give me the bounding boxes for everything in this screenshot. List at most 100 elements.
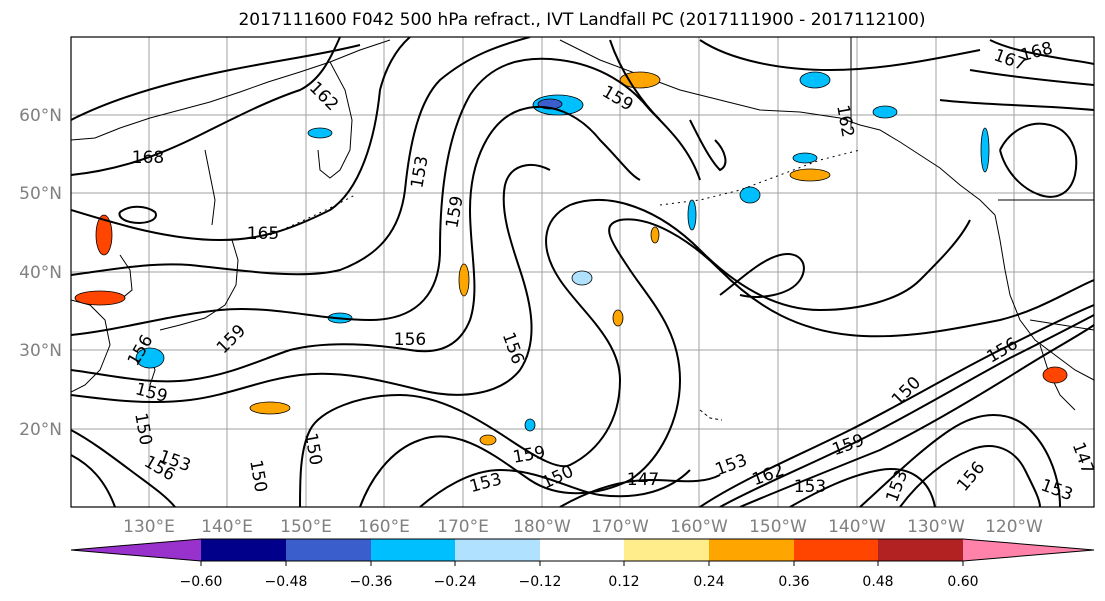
colorbar-tick-label: 0.48 bbox=[862, 574, 893, 590]
lon-label: 150°W bbox=[749, 517, 807, 537]
negative-patch bbox=[307, 127, 333, 139]
coastline-north-america bbox=[994, 214, 1094, 381]
lon-label: 160°W bbox=[670, 517, 728, 537]
colorbar-segment bbox=[371, 539, 455, 561]
lon-label: 160°E bbox=[358, 517, 410, 537]
latitude-labels: 60°N 50°N 40°N 30°N 20°N bbox=[19, 106, 62, 440]
contour-line bbox=[939, 99, 1094, 111]
contour-lines bbox=[71, 37, 1094, 507]
contour-line bbox=[559, 474, 721, 507]
negative-patch bbox=[799, 71, 831, 89]
coastline-aleutians bbox=[659, 149, 861, 206]
negative-patch bbox=[739, 186, 761, 204]
colorbar-extend-min bbox=[71, 539, 202, 561]
lon-label: 180°W bbox=[513, 517, 571, 537]
contour-line bbox=[71, 429, 176, 507]
contour-line bbox=[71, 37, 531, 276]
colorbar-tick-label: −0.60 bbox=[180, 574, 223, 590]
lon-label: 140°E bbox=[201, 517, 253, 537]
positive-patch bbox=[1042, 366, 1068, 384]
lon-label: 120°W bbox=[985, 517, 1043, 537]
negative-patch bbox=[571, 270, 593, 286]
contour-line bbox=[71, 37, 341, 176]
contour-line bbox=[689, 119, 727, 172]
colorbar-tick-label: 0.24 bbox=[693, 574, 724, 590]
contour-line bbox=[859, 414, 1061, 507]
coastline-hawaii bbox=[699, 409, 723, 421]
colorbar-tick-labels: −0.60 −0.48 −0.36 −0.24 −0.12 0.12 0.24 … bbox=[180, 574, 979, 590]
shaded-anomalies bbox=[74, 71, 1068, 446]
contour-label: 156 bbox=[394, 330, 426, 350]
colorbar-segment bbox=[794, 539, 878, 561]
negative-patch bbox=[687, 199, 697, 231]
lon-label: 130°W bbox=[907, 517, 965, 537]
negative-patch bbox=[980, 127, 990, 173]
coastline-sakhalin bbox=[204, 149, 216, 226]
positive-patch bbox=[249, 401, 291, 415]
contour-label: 147 bbox=[627, 470, 659, 490]
coastline-kamchatka bbox=[317, 61, 353, 179]
figure-title: 2017111600 F042 500 hPa refract., IVT La… bbox=[238, 10, 925, 30]
lat-label: 30°N bbox=[19, 341, 62, 361]
coastline-kurils bbox=[269, 194, 356, 236]
lon-label: 140°W bbox=[828, 517, 886, 537]
colorbar-tick-label: 0.12 bbox=[608, 574, 639, 590]
colorbar-tick-label: −0.36 bbox=[350, 574, 393, 590]
colorbar-segments bbox=[70, 538, 1095, 562]
colorbar: −0.60 −0.48 −0.36 −0.24 −0.12 0.12 0.24 … bbox=[70, 538, 1095, 590]
positive-patch bbox=[458, 263, 470, 297]
lat-label: 20°N bbox=[19, 420, 62, 440]
contour-label: 168 bbox=[132, 148, 164, 168]
lat-label: 60°N bbox=[19, 106, 62, 126]
colorbar-tick-label: 0.36 bbox=[778, 574, 809, 590]
colorbar-ticks bbox=[200, 561, 964, 566]
coastline-asia bbox=[71, 39, 391, 141]
colorbar-tick-label: −0.12 bbox=[519, 574, 562, 590]
colorbar-segment bbox=[878, 539, 963, 561]
contour-line bbox=[71, 105, 641, 383]
positive-patch bbox=[789, 168, 831, 182]
longitude-labels: 130°E 140°E 150°E 160°E 170°E 180°W 170°… bbox=[123, 517, 1043, 537]
coastline-china bbox=[71, 299, 111, 393]
positive-patch bbox=[95, 214, 113, 256]
positive-patch bbox=[619, 71, 661, 89]
colorbar-extend-max bbox=[963, 539, 1094, 561]
colorbar-tick-label: −0.24 bbox=[434, 574, 477, 590]
contour-line bbox=[719, 314, 1094, 507]
contour-line bbox=[71, 57, 701, 336]
map-frame bbox=[70, 36, 1095, 508]
colorbar-segment bbox=[455, 539, 540, 561]
positive-patch bbox=[479, 434, 497, 446]
contour-line bbox=[719, 253, 805, 298]
contour-line bbox=[71, 164, 551, 404]
lat-label: 40°N bbox=[19, 263, 62, 283]
lat-label: 50°N bbox=[19, 184, 62, 204]
contour-line bbox=[699, 304, 1094, 507]
contour-line bbox=[419, 468, 691, 507]
lon-label: 170°E bbox=[437, 517, 489, 537]
colorbar-tick-label: −0.48 bbox=[265, 574, 308, 590]
coastline-japan bbox=[159, 239, 239, 331]
coastline-alaska bbox=[559, 39, 996, 216]
contour-line bbox=[739, 324, 1094, 507]
contour-line bbox=[699, 39, 981, 72]
contour-label: 153 bbox=[794, 477, 826, 497]
colorbar-segment bbox=[286, 539, 371, 561]
contour-line bbox=[71, 454, 116, 507]
colorbar-segment bbox=[624, 539, 709, 561]
contour-line bbox=[359, 218, 1094, 507]
border-us-mexico bbox=[1029, 319, 1094, 331]
negative-patch bbox=[135, 347, 165, 369]
contour-line bbox=[899, 445, 1041, 507]
contour-line bbox=[118, 205, 157, 224]
colorbar-segment bbox=[709, 539, 794, 561]
positive-patch bbox=[612, 309, 624, 327]
negative-patch bbox=[792, 152, 818, 164]
map-panel: 168 165 162 159 153 159 156 156 159 156 … bbox=[70, 36, 1095, 508]
contour-label: 165 bbox=[247, 224, 279, 244]
contour-line bbox=[71, 37, 411, 242]
negative-patch bbox=[524, 418, 536, 432]
positive-patch bbox=[74, 290, 126, 306]
colorbar-segment bbox=[201, 539, 286, 561]
lon-label: 150°E bbox=[280, 517, 332, 537]
